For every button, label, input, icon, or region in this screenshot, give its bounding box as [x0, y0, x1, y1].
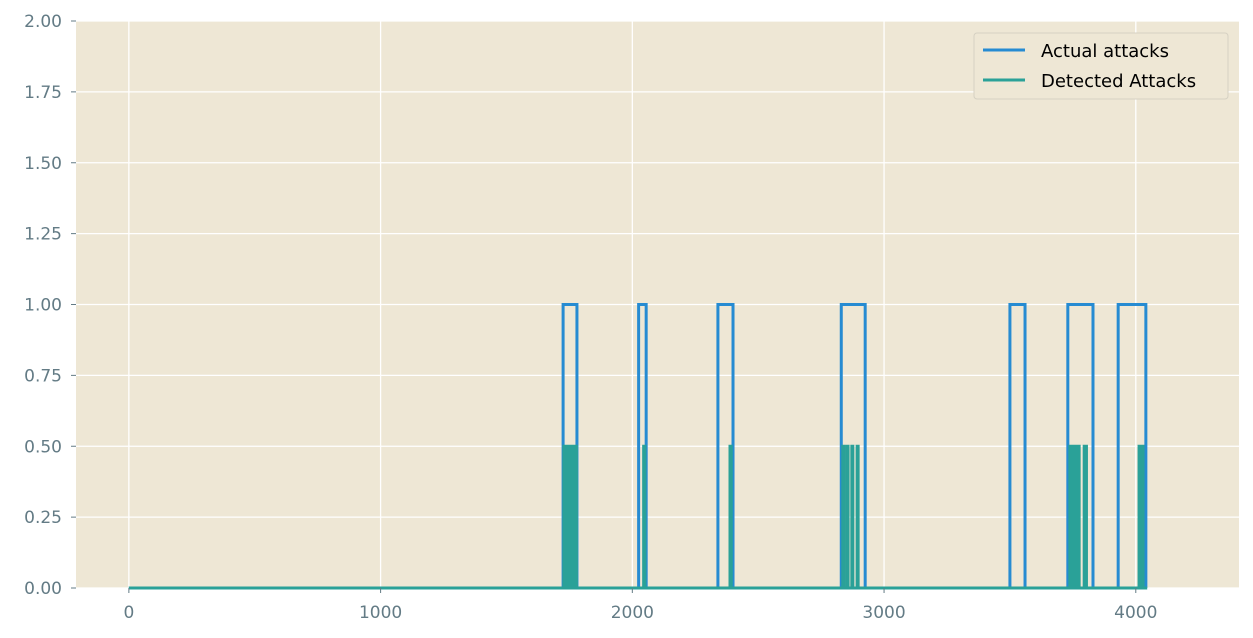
x-tick-label: 0 [123, 603, 134, 623]
y-tick-label: 2.00 [24, 12, 62, 32]
x-tick-label: 2000 [611, 603, 654, 623]
axes: 0 1000 2000 3000 4000 0.00 0.25 0.50 0.75 1.00 1.2… [24, 12, 1157, 623]
y-tick-label: 1.75 [24, 83, 62, 103]
y-tick-label: 0.75 [24, 366, 62, 386]
y-tick-label: 1.25 [24, 225, 62, 245]
legend-box [973, 32, 1229, 100]
y-tick-label: 0.50 [24, 437, 62, 457]
y-tick-label: 1.50 [24, 154, 62, 174]
series-layer [128, 303, 1148, 590]
x-tick-label: 3000 [862, 603, 905, 623]
legend-label-detected-attacks: Detected Attacks [1041, 71, 1196, 92]
legend-label-actual-attacks: Actual attacks [1041, 41, 1169, 62]
y-tick-label: 1.00 [24, 296, 62, 316]
x-tick-label: 4000 [1114, 603, 1157, 623]
legend: Actual attacks Detected Attacks [973, 32, 1229, 100]
x-tick-label: 1000 [359, 603, 402, 623]
grid [76, 20, 1239, 589]
y-tick-label: 0.00 [24, 579, 62, 599]
y-tick-label: 0.25 [24, 508, 62, 528]
series-line-detected-attacks [128, 444, 1148, 590]
